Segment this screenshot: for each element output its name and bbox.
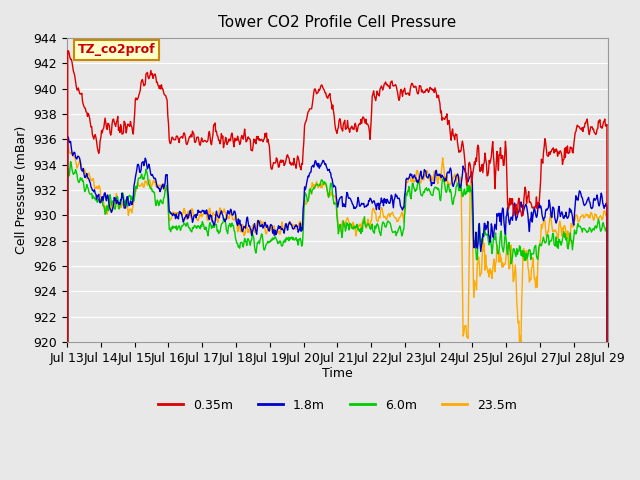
Legend: 0.35m, 1.8m, 6.0m, 23.5m: 0.35m, 1.8m, 6.0m, 23.5m (153, 394, 522, 417)
Title: Tower CO2 Profile Cell Pressure: Tower CO2 Profile Cell Pressure (218, 15, 456, 30)
X-axis label: Time: Time (322, 367, 353, 381)
Text: TZ_co2prof: TZ_co2prof (78, 43, 156, 56)
Y-axis label: Cell Pressure (mBar): Cell Pressure (mBar) (15, 126, 28, 254)
